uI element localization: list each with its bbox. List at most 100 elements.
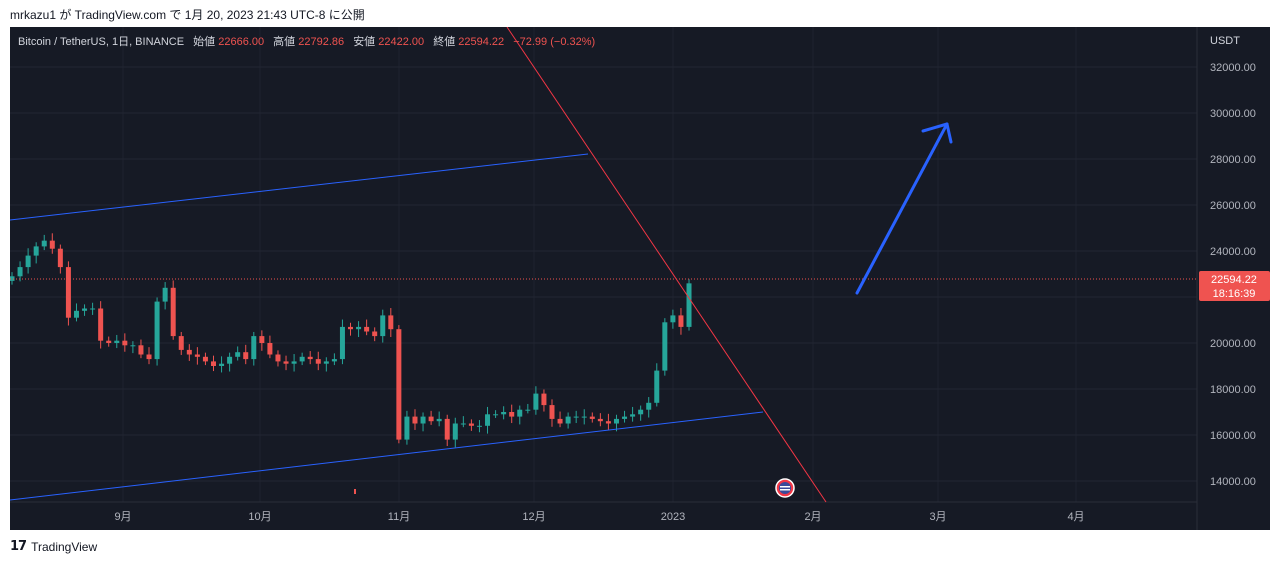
candlestick-chart[interactable]: 32000.00 30000.00 28000.00 26000.00 24000.00… xyxy=(9,26,1270,530)
candle xyxy=(9,272,15,285)
candle xyxy=(291,354,297,372)
price-tick: 18000.00 xyxy=(1210,384,1256,396)
candle xyxy=(243,344,249,365)
price-tick: 20000.00 xyxy=(1210,338,1256,350)
channel-lower-line[interactable] xyxy=(9,411,764,501)
candle xyxy=(82,304,88,316)
candle xyxy=(210,355,216,372)
candle xyxy=(339,319,345,365)
candle xyxy=(41,234,47,251)
legend-low-label: 安値 xyxy=(353,34,375,48)
candle xyxy=(170,280,176,340)
candle xyxy=(17,261,23,282)
time-tick: 9月 xyxy=(114,511,131,523)
price-badge-countdown: 18:16:39 xyxy=(1213,288,1256,300)
candle xyxy=(90,302,96,315)
candle xyxy=(517,405,523,425)
price-tick: 24000.00 xyxy=(1210,246,1256,258)
candle xyxy=(396,325,402,444)
time-tick: 2023 xyxy=(661,511,685,523)
channel-upper-line[interactable] xyxy=(9,153,589,221)
legend-symbol: Bitcoin / TetherUS, 1日, BINANCE xyxy=(18,36,184,48)
time-tick: 11月 xyxy=(388,511,410,523)
candle xyxy=(597,413,603,427)
candle xyxy=(485,406,491,434)
candle xyxy=(581,409,587,425)
candle xyxy=(219,356,225,373)
time-tick: 4月 xyxy=(1067,511,1084,523)
downtrend-line[interactable] xyxy=(506,26,827,503)
legend-change: −72.99 (−0.32%) xyxy=(513,36,595,48)
candle xyxy=(412,409,418,430)
candle xyxy=(307,351,313,365)
legend: Bitcoin / TetherUS, 1日, BINANCE 始値 22666… xyxy=(18,34,595,48)
candle xyxy=(613,414,619,432)
candle xyxy=(331,353,337,366)
candle xyxy=(194,347,200,365)
candle xyxy=(186,344,192,361)
candle xyxy=(533,386,539,415)
candle xyxy=(106,336,112,347)
candle xyxy=(501,406,507,420)
time-tick: 10月 xyxy=(248,511,271,523)
candle xyxy=(154,297,160,366)
price-badge-value: 22594.22 xyxy=(1211,274,1257,286)
candle xyxy=(436,411,442,427)
candle xyxy=(557,411,563,428)
legend-close-label: 終値 xyxy=(433,34,455,48)
candle xyxy=(114,334,120,349)
candle xyxy=(364,319,370,336)
candle xyxy=(662,318,668,376)
legend-close: 22594.22 xyxy=(458,36,504,48)
price-tick: 32000.00 xyxy=(1210,62,1256,74)
legend-open: 22666.00 xyxy=(218,36,264,48)
candle xyxy=(460,416,466,428)
candle xyxy=(49,233,55,254)
candle xyxy=(646,397,652,418)
candle xyxy=(299,352,305,366)
time-tick: 12月 xyxy=(522,511,545,523)
candle xyxy=(122,333,128,352)
price-badge: 22594.22 18:16:39 xyxy=(1199,271,1270,301)
time-tick: 3月 xyxy=(929,511,946,523)
candle xyxy=(573,410,579,424)
candle xyxy=(98,301,104,349)
legend-open-label: 始値 xyxy=(193,34,215,48)
candle xyxy=(541,389,547,412)
up-arrow-drawing[interactable] xyxy=(855,122,953,295)
price-tick: 14000.00 xyxy=(1210,476,1256,488)
legend-low: 22422.00 xyxy=(378,36,424,48)
candle xyxy=(33,242,39,264)
candle xyxy=(509,404,515,424)
candle xyxy=(549,399,555,427)
time-axis[interactable]: 9月 10月 11月 12月 2023 2月 3月 4月 xyxy=(114,511,1084,523)
candle xyxy=(25,248,31,274)
chart-area[interactable]: 32000.00 30000.00 28000.00 26000.00 24000.00… xyxy=(9,26,1270,530)
candle xyxy=(315,351,321,371)
candle xyxy=(227,352,233,372)
price-tick: 16000.00 xyxy=(1210,430,1256,442)
candle xyxy=(428,410,434,425)
price-axis[interactable]: 32000.00 30000.00 28000.00 26000.00 24000.00… xyxy=(1210,62,1256,488)
us-flag-event-icon[interactable] xyxy=(775,478,795,498)
tradingview-logo-icon: 17 xyxy=(10,539,27,554)
candle xyxy=(654,363,660,407)
time-tick: 2月 xyxy=(804,511,821,523)
candle xyxy=(525,403,531,414)
candle xyxy=(57,244,63,274)
price-tick: 28000.00 xyxy=(1210,154,1256,166)
candle xyxy=(162,282,168,310)
candle xyxy=(686,279,692,331)
candle xyxy=(605,413,611,430)
candle xyxy=(493,410,499,418)
candle xyxy=(388,308,394,338)
price-tick: 26000.00 xyxy=(1210,200,1256,212)
candle xyxy=(130,341,136,354)
candle xyxy=(678,308,684,335)
candle xyxy=(259,330,265,351)
candle xyxy=(202,352,208,366)
footer: 17 TradingView xyxy=(10,539,97,554)
candle xyxy=(178,331,184,355)
candle xyxy=(73,303,79,322)
candle xyxy=(275,350,281,367)
